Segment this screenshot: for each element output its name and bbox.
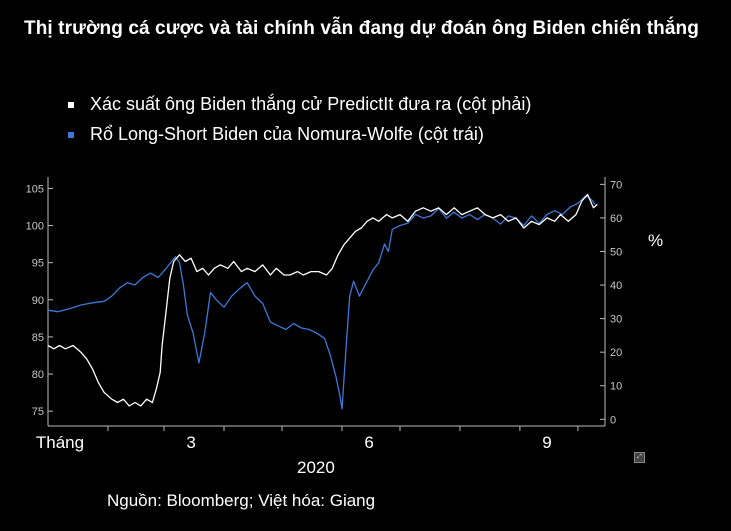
x-tick-label: 6 bbox=[364, 433, 373, 452]
x-tick-label: 9 bbox=[542, 433, 551, 452]
left-tick-label: 75 bbox=[32, 406, 44, 418]
right-tick-label: 30 bbox=[610, 314, 622, 326]
right-tick-label: 60 bbox=[610, 213, 622, 225]
right-tick-label: 0 bbox=[610, 414, 616, 426]
right-tick-label: 20 bbox=[610, 347, 622, 359]
right-tick-label: 50 bbox=[610, 246, 622, 258]
left-tick-label: 95 bbox=[32, 258, 44, 270]
right-axis: 70 60 50 40 30 20 10 0 bbox=[600, 179, 622, 426]
right-tick-label: 40 bbox=[610, 280, 622, 292]
right-tick-label: 10 bbox=[610, 381, 622, 393]
series-layer bbox=[47, 193, 598, 410]
left-tick-label: 85 bbox=[32, 332, 44, 344]
series-line-predictit bbox=[47, 193, 598, 407]
legend-item-nomura: Rổ Long-Short Biden của Nomura-Wolfe (cộ… bbox=[68, 124, 484, 145]
legend-marker-blue bbox=[68, 131, 74, 138]
plot-frame bbox=[47, 177, 606, 427]
left-tick-label: 90 bbox=[32, 295, 44, 307]
chart-title: Thị trường cá cược và tài chính vẫn đang… bbox=[24, 18, 699, 39]
legend-label-predictit: Xác suất ông Biden thắng cử PredictIt đư… bbox=[90, 94, 532, 114]
left-tick-label: 105 bbox=[26, 183, 44, 195]
legend-item-predictit: Xác suất ông Biden thắng cử PredictIt đư… bbox=[68, 94, 531, 115]
expand-icon[interactable]: ⤢ bbox=[634, 452, 645, 463]
legend-label-nomura: Rổ Long-Short Biden của Nomura-Wolfe (cộ… bbox=[90, 124, 484, 144]
left-axis: 105 100 95 90 85 80 75 bbox=[26, 183, 53, 418]
x-axis-year-label: 2020 bbox=[297, 458, 335, 477]
x-tick-label: 3 bbox=[186, 433, 195, 452]
legend-marker-white bbox=[68, 101, 74, 108]
series-line-nomura bbox=[47, 195, 596, 410]
x-axis: Tháng 3 6 9 bbox=[36, 426, 579, 452]
left-tick-label: 80 bbox=[32, 369, 44, 381]
source-note: Nguồn: Bloomberg; Việt hóa: Giang bbox=[107, 491, 376, 510]
left-tick-label: 100 bbox=[26, 221, 44, 233]
right-axis-unit: % bbox=[648, 231, 664, 250]
right-tick-label: 70 bbox=[610, 179, 622, 191]
x-tick-label: Tháng bbox=[36, 433, 84, 452]
